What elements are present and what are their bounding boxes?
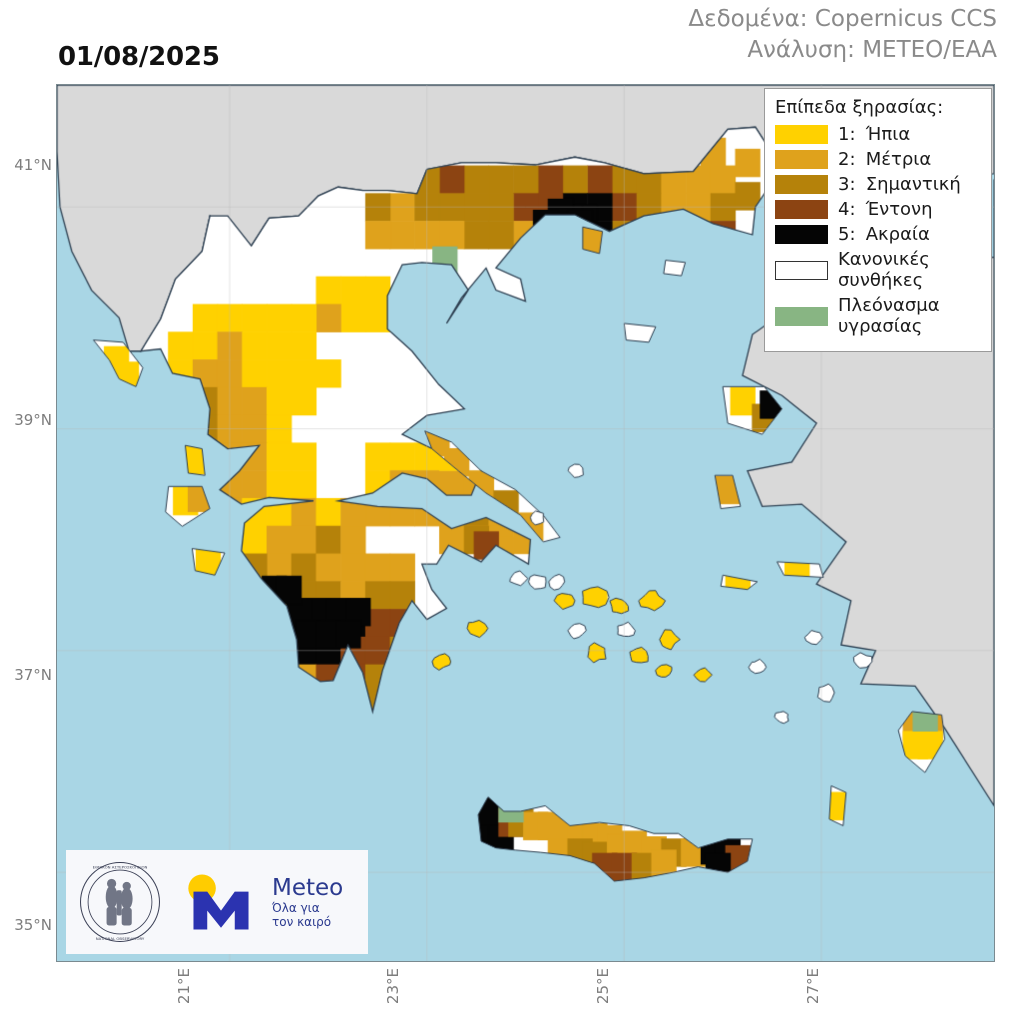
legend-label-6: Κανονικές συνθήκες	[838, 249, 930, 291]
noa-seal-icon: ΕΘΝΙΚΟΝ ΑΣΤΕΡΟΣΚΟΠΕΙΟΝ NATIONAL OBSERVAT…	[78, 860, 162, 944]
lat-tick-1: 39°N	[0, 411, 52, 429]
legend-swatch-6	[775, 261, 828, 280]
svg-text:ΕΘΝΙΚΟΝ ΑΣΤΕΡΟΣΚΟΠΕΙΟΝ: ΕΘΝΙΚΟΝ ΑΣΤΕΡΟΣΚΟΠΕΙΟΝ	[93, 864, 148, 869]
meteo-logo: Meteo Όλα για τον καιρό	[178, 871, 343, 933]
logo-box: ΕΘΝΙΚΟΝ ΑΣΤΕΡΟΣΚΟΠΕΙΟΝ NATIONAL OBSERVAT…	[66, 850, 368, 954]
legend-rows: 1: Ήπια 2: Μέτρια 3: Σημαντική 4: Έντονη 5: …	[775, 124, 981, 337]
legend-swatch-7	[775, 307, 828, 326]
page-header: 01/08/2025 Δεδομένα: Copernicus CCS Ανάλ…	[0, 0, 1011, 84]
legend-swatch-2	[775, 150, 828, 169]
legend-item-7: Πλεόνασμα υγρασίας	[775, 295, 981, 337]
legend-item-3: 3: Σημαντική	[775, 174, 981, 195]
meteo-tagline: Όλα για τον καιρό	[272, 901, 343, 929]
latitude-axis: 41°N 39°N 37°N 35°N	[0, 0, 52, 1024]
legend-label-1: 1: Ήπια	[838, 124, 910, 145]
longitude-axis: 21°E 23°E 25°E 27°E	[0, 962, 1011, 1024]
credit-analysis: Ανάλυση: ΜΕΤΕΟ/ΕΑΑ	[688, 35, 997, 66]
legend-swatch-3	[775, 175, 828, 194]
legend-label-2: 2: Μέτρια	[838, 149, 931, 170]
meteo-wordmark: Meteo Όλα για τον καιρό	[272, 876, 343, 929]
legend-item-6: Κανονικές συνθήκες	[775, 249, 981, 291]
credits-block: Δεδομένα: Copernicus CCS Ανάλυση: ΜΕΤΕΟ/…	[688, 4, 997, 66]
map-date: 01/08/2025	[58, 42, 220, 72]
legend-label-5: 5: Ακραία	[838, 224, 930, 245]
legend-item-1: 1: Ήπια	[775, 124, 981, 145]
legend-panel: Επίπεδα ξηρασίας: 1: Ήπια 2: Μέτρια 3: Σημ…	[764, 88, 992, 352]
lon-tick-2: 25°E	[594, 968, 612, 1004]
lat-tick-0: 41°N	[0, 156, 52, 174]
legend-label-7: Πλεόνασμα υγρασίας	[838, 295, 940, 337]
drought-map[interactable]: Επίπεδα ξηρασίας: 1: Ήπια 2: Μέτρια 3: Σημ…	[56, 84, 995, 962]
legend-swatch-5	[775, 225, 828, 244]
lon-tick-0: 21°E	[175, 968, 193, 1004]
legend-label-4: 4: Έντονη	[838, 199, 933, 220]
lon-tick-3: 27°E	[804, 968, 822, 1004]
legend-item-5: 5: Ακραία	[775, 224, 981, 245]
legend-swatch-1	[775, 125, 828, 144]
legend-item-4: 4: Έντονη	[775, 199, 981, 220]
legend-label-3: 3: Σημαντική	[838, 174, 961, 195]
credit-data-source: Δεδομένα: Copernicus CCS	[688, 4, 997, 35]
legend-swatch-4	[775, 200, 828, 219]
svg-text:NATIONAL OBSERVATORY: NATIONAL OBSERVATORY	[96, 936, 145, 941]
legend-title: Επίπεδα ξηρασίας:	[775, 97, 981, 118]
lon-tick-1: 23°E	[384, 968, 402, 1004]
legend-item-2: 2: Μέτρια	[775, 149, 981, 170]
meteo-mark-icon	[178, 871, 264, 933]
lat-tick-3: 35°N	[0, 916, 52, 934]
meteo-brand-name: Meteo	[272, 876, 343, 901]
lat-tick-2: 37°N	[0, 666, 52, 684]
